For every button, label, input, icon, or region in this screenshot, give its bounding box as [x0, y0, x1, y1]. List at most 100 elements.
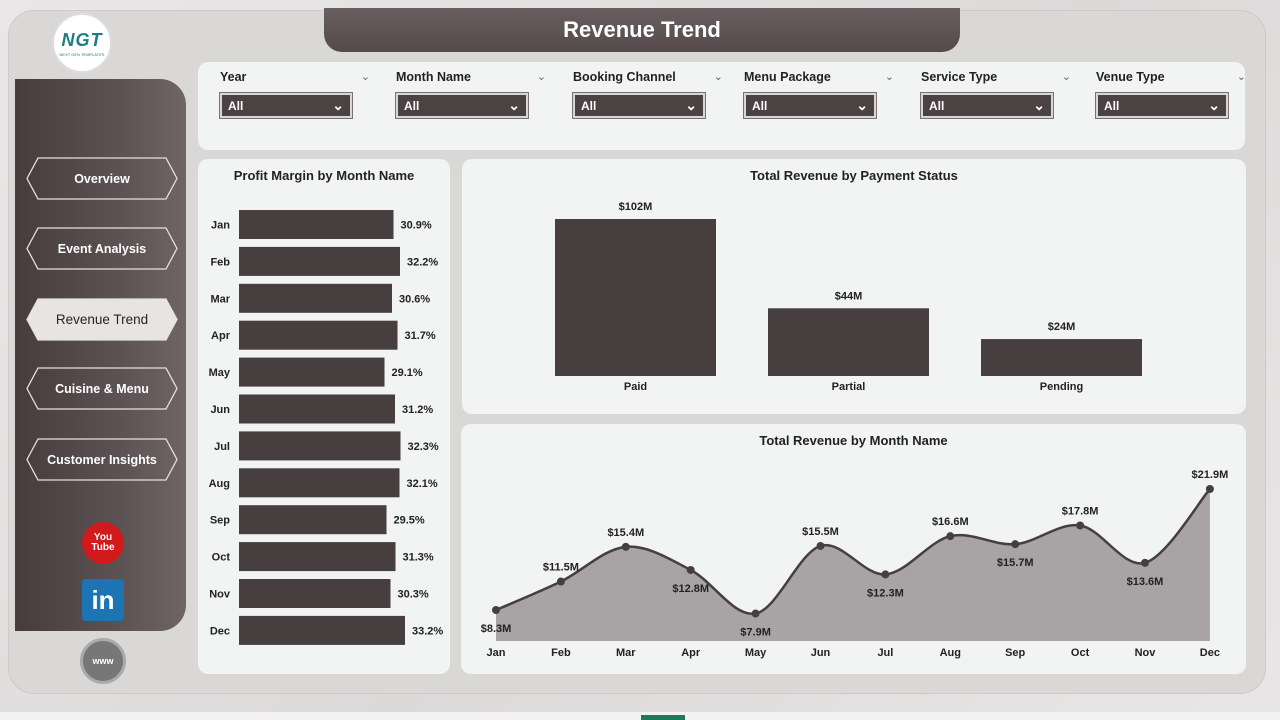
- bar[interactable]: [981, 339, 1142, 376]
- data-point[interactable]: [1205, 485, 1214, 493]
- bar[interactable]: [239, 394, 395, 424]
- monthly-revenue-chart: $8.3M Jan $11.5M Feb $15.4M Mar $12.8M Apr $7.9M…: [481, 469, 1229, 659]
- youtube-label: You Tube: [91, 532, 115, 553]
- chevron-down-icon[interactable]: ⌄: [1061, 71, 1071, 83]
- bar[interactable]: [239, 579, 391, 608]
- data-label: 31.7%: [405, 330, 436, 342]
- category-label: Dec: [210, 625, 230, 637]
- data-point[interactable]: [1141, 558, 1149, 567]
- payment-status-chart: $102M Paid $44M Partial $24M Pending: [555, 201, 1142, 393]
- service-type-select[interactable]: All ⌄: [920, 92, 1054, 119]
- active-sheet-tab[interactable]: [641, 715, 685, 720]
- filter-label: Year: [220, 70, 247, 84]
- chart-title: Total Revenue by Month Name: [759, 433, 948, 448]
- chevron-down-icon[interactable]: ⌄: [536, 71, 546, 83]
- bar[interactable]: [239, 357, 385, 387]
- data-point[interactable]: [686, 565, 695, 574]
- youtube-icon[interactable]: You Tube: [82, 522, 124, 564]
- tick-label: Jun: [811, 647, 831, 659]
- venue-type-select[interactable]: All ⌄: [1095, 92, 1229, 119]
- month-name-select[interactable]: All ⌄: [395, 92, 529, 119]
- nav-label: Event Analysis: [57, 241, 147, 256]
- data-point[interactable]: [946, 532, 955, 541]
- category-label: May: [209, 367, 231, 379]
- chevron-down-icon: ⌄: [856, 97, 868, 113]
- filter-value: All: [752, 99, 768, 113]
- filter-year: Year ⌄ All ⌄: [219, 70, 370, 119]
- tick-label: Aug: [940, 647, 961, 659]
- bottom-tab-strip: [0, 712, 1280, 720]
- bar[interactable]: [239, 320, 398, 350]
- menu-package-select[interactable]: All ⌄: [743, 92, 877, 119]
- data-label: $8.3M: [481, 623, 512, 635]
- filter-menu-package: Menu Package ⌄ All ⌄: [743, 70, 894, 119]
- nav-cuisine-menu[interactable]: Cuisine & Menu: [26, 367, 178, 410]
- data-point[interactable]: [751, 609, 760, 618]
- category-label: Pending: [1040, 381, 1083, 393]
- filter-value: All: [581, 99, 597, 113]
- data-label: $16.6M: [932, 516, 969, 528]
- monthly-revenue-panel: Total Revenue by Month Name $8.3M Jan $11.…: [461, 424, 1246, 674]
- data-label: 30.9%: [401, 220, 432, 232]
- payment-status-panel: Total Revenue by Payment Status $102M Pai…: [462, 159, 1246, 414]
- data-point[interactable]: [881, 570, 890, 579]
- data-point[interactable]: [816, 541, 825, 550]
- data-label: $102M: [619, 201, 653, 213]
- chevron-down-icon[interactable]: ⌄: [884, 71, 894, 83]
- data-point[interactable]: [1011, 540, 1020, 549]
- filter-venue-type: Venue Type ⌄ All ⌄: [1095, 70, 1246, 119]
- nav-label: Customer Insights: [47, 452, 157, 467]
- data-label: 30.6%: [399, 293, 430, 305]
- bar[interactable]: [239, 542, 396, 572]
- bar[interactable]: [239, 283, 392, 313]
- data-label: $11.5M: [543, 562, 579, 574]
- bar[interactable]: [239, 210, 394, 239]
- chevron-down-icon: ⌄: [508, 97, 520, 113]
- data-label: $44M: [835, 290, 863, 302]
- bar[interactable]: [239, 468, 400, 498]
- data-label: 29.5%: [394, 515, 425, 527]
- year-select[interactable]: All ⌄: [219, 92, 353, 119]
- chevron-down-icon[interactable]: ⌄: [360, 71, 370, 83]
- bar[interactable]: [239, 246, 400, 276]
- data-point[interactable]: [492, 606, 500, 614]
- category-label: Partial: [832, 381, 866, 393]
- chevron-down-icon: ⌄: [1208, 97, 1220, 113]
- data-label: $15.5M: [802, 526, 839, 538]
- bar[interactable]: [239, 505, 387, 535]
- tick-label: Apr: [681, 647, 701, 659]
- booking-channel-select[interactable]: All ⌄: [572, 92, 706, 119]
- nav-revenue-trend[interactable]: Revenue Trend: [26, 298, 178, 341]
- filter-value: All: [929, 99, 945, 113]
- data-point[interactable]: [556, 577, 565, 586]
- nav-button-shape: [26, 438, 178, 481]
- chevron-down-icon[interactable]: ⌄: [1236, 71, 1246, 83]
- data-label: $12.3M: [867, 587, 904, 599]
- nav-customer-insights[interactable]: Customer Insights: [26, 438, 178, 481]
- bar[interactable]: [768, 308, 929, 376]
- tick-label: Nov: [1135, 647, 1157, 659]
- category-label: Jan: [211, 220, 230, 232]
- data-label: $17.8M: [1062, 505, 1099, 517]
- globe-icon[interactable]: www: [80, 638, 126, 684]
- data-label: $15.4M: [607, 527, 644, 539]
- data-label: 32.3%: [408, 441, 439, 453]
- category-label: Nov: [209, 589, 231, 601]
- bar[interactable]: [239, 431, 401, 461]
- bar[interactable]: [239, 615, 405, 645]
- data-point[interactable]: [621, 542, 630, 551]
- data-point[interactable]: [1076, 521, 1085, 530]
- nav-overview[interactable]: Overview: [26, 157, 178, 200]
- category-label: Feb: [210, 256, 230, 268]
- chevron-down-icon[interactable]: ⌄: [713, 71, 723, 83]
- category-label: Oct: [212, 552, 231, 564]
- bar[interactable]: [555, 219, 716, 376]
- logo-subtext: NEXT GEN TEMPLATES: [59, 51, 105, 57]
- nav-event-analysis[interactable]: Event Analysis: [26, 227, 178, 270]
- nav-label: Revenue Trend: [55, 312, 149, 327]
- logo-text: NGT: [61, 29, 103, 50]
- chart-title: Profit Margin by Month Name: [233, 168, 415, 183]
- linkedin-icon[interactable]: in: [82, 579, 124, 621]
- filter-label: Menu Package: [744, 70, 831, 84]
- nav-label: Overview: [74, 171, 130, 186]
